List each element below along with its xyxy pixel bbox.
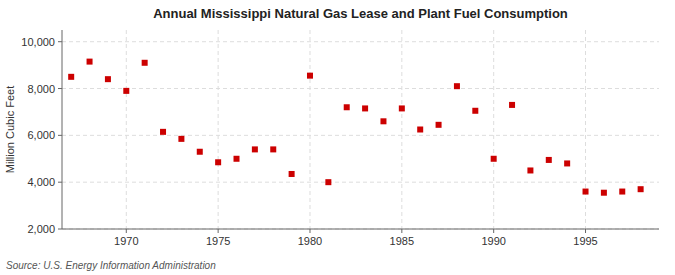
y-tick-label: 4,000 xyxy=(27,176,55,188)
point xyxy=(344,104,350,110)
point xyxy=(380,118,386,124)
point xyxy=(491,156,497,162)
y-tick xyxy=(58,229,62,230)
chart-svg: 1970 1975 1980 1985 1990 1995 2,000 4,000 6,000 8… xyxy=(0,0,675,275)
y-tick-label: 8,000 xyxy=(27,83,55,95)
x-tick-label: 1980 xyxy=(298,235,322,247)
grid-line-y xyxy=(62,41,659,42)
grid-line-y xyxy=(62,229,659,230)
x-tick xyxy=(401,229,402,233)
point xyxy=(270,146,276,152)
y-axis-line xyxy=(62,30,63,229)
point xyxy=(619,189,625,195)
y-axis-label: Million Cubic Feet xyxy=(4,86,16,173)
x-tick-label: 1975 xyxy=(206,235,230,247)
point xyxy=(564,160,570,166)
grid-line-x xyxy=(493,30,494,229)
y-tick xyxy=(58,41,62,42)
point xyxy=(87,59,93,65)
y-tick-label: 2,000 xyxy=(27,223,55,235)
grid-line-x xyxy=(309,30,310,229)
y-tick-label: 10,000 xyxy=(21,36,55,48)
point xyxy=(68,74,74,80)
point xyxy=(160,129,166,135)
point xyxy=(197,149,203,155)
x-tick-label: 1990 xyxy=(481,235,505,247)
point xyxy=(307,73,313,79)
point xyxy=(472,108,478,114)
x-tick xyxy=(585,229,586,233)
grid-line-y xyxy=(62,182,659,183)
y-tick-label: 6,000 xyxy=(27,129,55,141)
y-tick xyxy=(58,88,62,89)
point xyxy=(454,83,460,89)
point xyxy=(546,157,552,163)
source-note: Source: U.S. Energy Information Administ… xyxy=(6,260,216,271)
y-tick xyxy=(58,135,62,136)
point xyxy=(362,105,368,111)
x-tick xyxy=(218,229,219,233)
x-tick-label: 1970 xyxy=(114,235,138,247)
point xyxy=(638,186,644,192)
x-tick-label: 1985 xyxy=(390,235,414,247)
grid-line-y xyxy=(62,135,659,136)
point xyxy=(178,136,184,142)
point xyxy=(417,127,423,133)
point xyxy=(289,171,295,177)
x-tick xyxy=(126,229,127,233)
point xyxy=(509,102,515,108)
point xyxy=(601,190,607,196)
point xyxy=(123,88,129,94)
grid-line-x xyxy=(218,30,219,229)
grid-line-x xyxy=(401,30,402,229)
y-tick xyxy=(58,182,62,183)
points xyxy=(68,59,643,196)
point xyxy=(252,146,258,152)
point xyxy=(105,76,111,82)
grid-line-y xyxy=(62,88,659,89)
point xyxy=(527,167,533,173)
chart-container: 1970 1975 1980 1985 1990 1995 2,000 4,000 6,000 8… xyxy=(0,0,675,275)
grid xyxy=(62,30,659,229)
point xyxy=(142,60,148,66)
point xyxy=(436,122,442,128)
axes: 1970 1975 1980 1985 1990 1995 2,000 4,000 6,000 8… xyxy=(21,30,659,247)
point xyxy=(325,179,331,185)
x-tick xyxy=(309,229,310,233)
x-tick-label: 1995 xyxy=(573,235,597,247)
x-axis-line xyxy=(62,229,659,230)
x-tick xyxy=(493,229,494,233)
title: Annual Mississippi Natural Gas Lease and… xyxy=(153,6,568,21)
point xyxy=(583,189,589,195)
point xyxy=(215,159,221,165)
grid-line-x xyxy=(585,30,586,229)
point xyxy=(234,156,240,162)
point xyxy=(399,105,405,111)
grid-line-x xyxy=(126,30,127,229)
